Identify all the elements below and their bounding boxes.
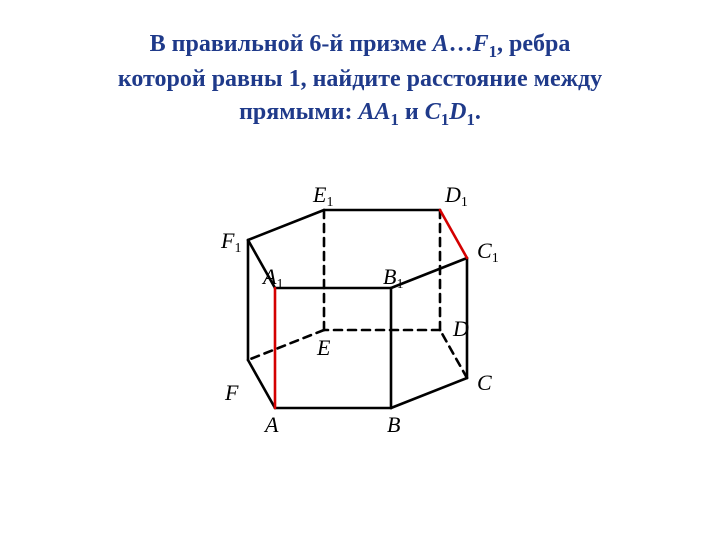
svg-text:E1: E1 bbox=[312, 182, 333, 210]
title-line-2: которой равны 1, найдите расстояние межд… bbox=[60, 63, 660, 95]
problem-title: В правильной 6-й призме A…F1, ребра кото… bbox=[0, 0, 720, 131]
svg-text:C: C bbox=[477, 370, 492, 395]
svg-text:E: E bbox=[316, 335, 331, 360]
svg-text:B: B bbox=[387, 412, 400, 437]
svg-text:D1: D1 bbox=[444, 182, 468, 210]
svg-text:F1: F1 bbox=[220, 228, 241, 256]
svg-text:B1: B1 bbox=[383, 264, 403, 292]
svg-text:D: D bbox=[452, 316, 469, 341]
title-line-3: прямыми: AA1 и C1D1. bbox=[60, 96, 660, 131]
svg-text:F: F bbox=[224, 380, 239, 405]
svg-text:A: A bbox=[263, 412, 279, 437]
svg-text:C1: C1 bbox=[477, 238, 499, 266]
title-line-1: В правильной 6-й призме A…F1, ребра bbox=[60, 28, 660, 63]
svg-text:A1: A1 bbox=[261, 264, 283, 292]
prism-diagram: A B C D E F A1 B1 C1 D1 E1 F1 bbox=[0, 140, 720, 460]
